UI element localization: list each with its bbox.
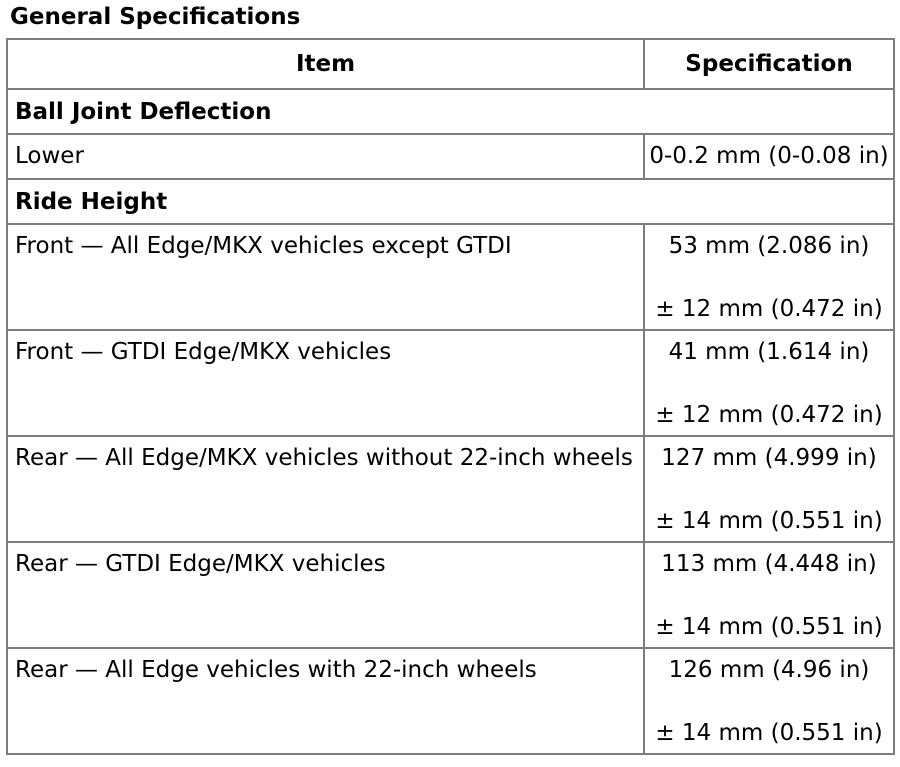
item-cell: Front — All Edge/MKX vehicles except GTD…: [6, 223, 645, 331]
table-row-front-gtdi: Front — GTDI Edge/MKX vehicles 41 mm (1.…: [6, 329, 895, 437]
spec-tolerance: ± 12 mm (0.472 in): [655, 296, 883, 322]
item-cell: Rear — All Edge/MKX vehicles without 22-…: [6, 435, 645, 543]
section-label: Ride Height: [6, 178, 895, 225]
spec-cell: 41 mm (1.614 in) ± 12 mm (0.472 in): [643, 329, 895, 437]
spec-value: 0-0.2 mm (0-0.08 in): [649, 143, 889, 169]
spec-value: 113 mm (4.448 in): [661, 551, 877, 577]
table-row-rear-gtdi: Rear — GTDI Edge/MKX vehicles 113 mm (4.…: [6, 541, 895, 649]
table-row-lower: Lower 0-0.2 mm (0-0.08 in): [6, 133, 895, 180]
spec-tolerance: ± 14 mm (0.551 in): [655, 720, 883, 746]
page-title: General Specifications: [10, 4, 301, 30]
item-cell: Lower: [6, 133, 645, 180]
column-header-item: Item: [6, 38, 645, 90]
spec-value: 41 mm (1.614 in): [668, 339, 870, 365]
spec-cell: 53 mm (2.086 in) ± 12 mm (0.472 in): [643, 223, 895, 331]
table-row-front-except-gtdi: Front — All Edge/MKX vehicles except GTD…: [6, 223, 895, 331]
table-header-row: Item Specification: [6, 38, 895, 90]
table-row-rear-with-22-inch: Rear — All Edge vehicles with 22-inch wh…: [6, 647, 895, 755]
column-header-specification: Specification: [643, 38, 895, 90]
spec-value: 127 mm (4.999 in): [661, 445, 877, 471]
section-label: Ball Joint Deflection: [6, 88, 895, 135]
item-cell: Front — GTDI Edge/MKX vehicles: [6, 329, 645, 437]
general-specifications-table: Item Specification Ball Joint Deflection…: [6, 38, 895, 755]
spec-cell: 126 mm (4.96 in) ± 14 mm (0.551 in): [643, 647, 895, 755]
spec-value: 126 mm (4.96 in): [668, 657, 870, 683]
table-row-section-ball-joint-deflection: Ball Joint Deflection: [6, 88, 895, 135]
item-cell: Rear — All Edge vehicles with 22-inch wh…: [6, 647, 645, 755]
spec-tolerance: ± 14 mm (0.551 in): [655, 508, 883, 534]
spec-value: 53 mm (2.086 in): [668, 233, 870, 259]
spec-tolerance: ± 12 mm (0.472 in): [655, 402, 883, 428]
spec-cell: 113 mm (4.448 in) ± 14 mm (0.551 in): [643, 541, 895, 649]
table-row-rear-without-22-inch: Rear — All Edge/MKX vehicles without 22-…: [6, 435, 895, 543]
item-cell: Rear — GTDI Edge/MKX vehicles: [6, 541, 645, 649]
spec-tolerance: ± 14 mm (0.551 in): [655, 614, 883, 640]
table-row-section-ride-height: Ride Height: [6, 178, 895, 225]
spec-cell: 0-0.2 mm (0-0.08 in): [643, 133, 895, 180]
spec-cell: 127 mm (4.999 in) ± 14 mm (0.551 in): [643, 435, 895, 543]
